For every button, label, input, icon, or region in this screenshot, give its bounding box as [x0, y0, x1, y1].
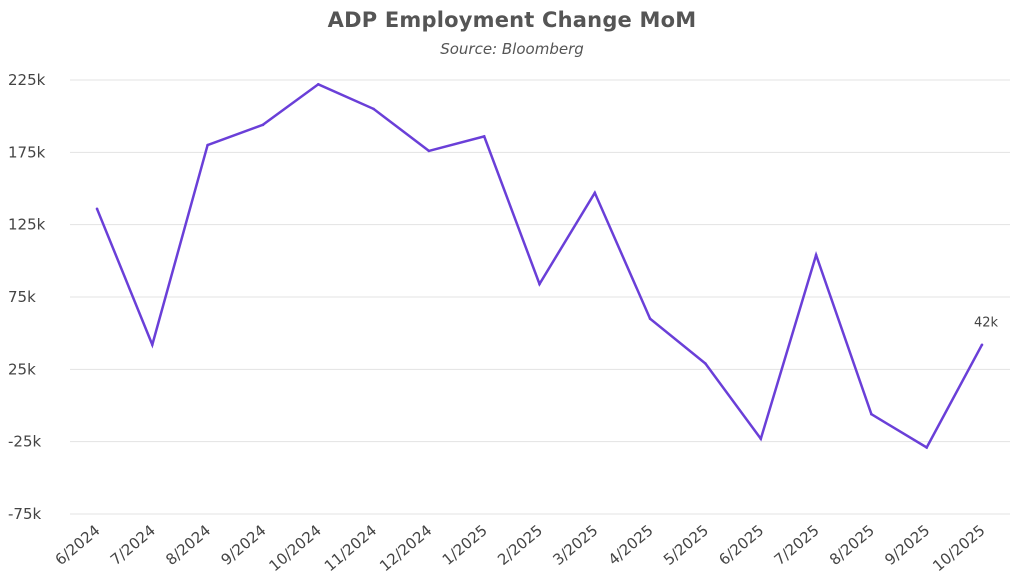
data-point	[206, 143, 209, 147]
data-point	[316, 83, 320, 86]
x-tick-label: 1/2025	[439, 521, 491, 569]
x-tick-label: 6/2024	[52, 521, 104, 569]
series-line	[95, 82, 984, 450]
x-tick-label: 8/2025	[826, 521, 878, 569]
y-tick-label: 25k	[8, 360, 36, 378]
x-tick-label: 7/2024	[107, 521, 159, 569]
x-tick-label: 6/2025	[715, 521, 767, 569]
chart-subtitle: Source: Bloomberg	[440, 40, 584, 58]
y-tick-label: -75k	[8, 505, 41, 523]
x-tick-label: 4/2025	[605, 521, 657, 569]
data-point	[648, 317, 652, 321]
y-axis-labels: 225k 175k 125k 75k 25k -25k -75k	[8, 71, 46, 523]
data-point	[870, 412, 873, 416]
x-tick-label: 7/2025	[771, 521, 823, 569]
data-point	[814, 253, 818, 257]
x-tick-label: 9/2024	[218, 521, 270, 569]
data-point	[704, 362, 707, 365]
x-tick-label: 12/2024	[376, 521, 435, 575]
data-point	[151, 343, 154, 347]
data-point	[427, 149, 431, 153]
data-point	[372, 107, 375, 111]
annotations: 42k	[974, 316, 999, 331]
data-point	[482, 135, 486, 138]
x-tick-label: 2/2025	[494, 521, 546, 569]
x-tick-label: 11/2024	[321, 521, 380, 575]
x-axis-labels: 6/2024 7/2024 8/2024 9/202410/202411/202412…	[52, 521, 989, 575]
x-tick-label: 10/2024	[266, 521, 325, 575]
y-tick-label: 175k	[8, 143, 46, 161]
series-group	[95, 82, 984, 450]
data-point	[538, 282, 541, 286]
data-point	[980, 343, 984, 347]
data-label: 42k	[974, 316, 999, 331]
data-point	[925, 446, 928, 449]
data-point	[95, 207, 99, 211]
y-tick-label: 225k	[8, 71, 46, 89]
y-tick-label: 125k	[8, 216, 46, 234]
y-tick-label: -25k	[8, 433, 41, 451]
x-tick-label: 3/2025	[549, 521, 601, 569]
x-tick-label: 10/2025	[929, 521, 988, 575]
grid-lines	[70, 79, 1010, 515]
data-point	[593, 191, 597, 195]
data-point	[261, 123, 265, 127]
x-tick-label: 8/2024	[162, 521, 214, 569]
y-tick-label: 75k	[8, 288, 36, 306]
x-tick-label: 9/2025	[881, 521, 933, 569]
data-point	[759, 437, 763, 441]
chart-title: ADP Employment Change MoM	[327, 8, 697, 32]
x-tick-label: 5/2025	[660, 521, 712, 569]
